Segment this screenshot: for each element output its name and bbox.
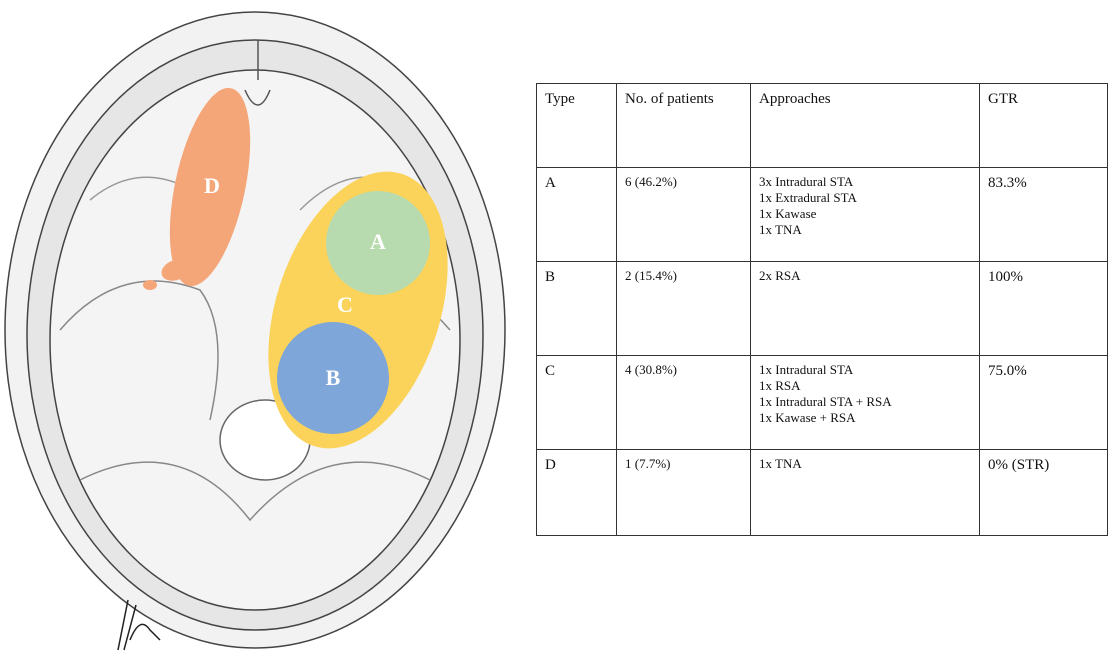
region-d-small [143,280,157,290]
approach-line: 1x Kawase [759,206,971,222]
gtr-cell: 83.3% [980,168,1108,262]
approach-line: 3x Intradural STA [759,174,971,190]
approach-line: 1x Extradural STA [759,190,971,206]
gtr-cell: 0% (STR) [980,450,1108,536]
approach-line: 1x Intradural STA [759,362,971,378]
approach-line: 1x Intradural STA + RSA [759,394,971,410]
patients-cell: 6 (46.2%) [617,168,751,262]
region-label: A [370,229,386,254]
patients-cell: 4 (30.8%) [617,356,751,450]
region-label: B [326,365,341,390]
gtr-cell: 100% [980,262,1108,356]
approaches-cell: 1x TNA [751,450,980,536]
approach-line: 1x TNA [759,222,971,238]
figure: A B C D TypeNo. of patientsApproachesGTR… [0,0,1108,655]
type-cell: A [537,168,617,262]
approach-line: 1x RSA [759,378,971,394]
skull-illustration: A B C D [0,0,520,655]
header-cell: No. of patients [617,84,751,168]
header-cell: GTR [980,84,1108,168]
type-cell: B [537,262,617,356]
approach-line: 1x TNA [759,456,971,472]
header-cell: Approaches [751,84,980,168]
approaches-cell: 2x RSA [751,262,980,356]
type-cell: D [537,450,617,536]
gtr-cell: 75.0% [980,356,1108,450]
approach-line: 2x RSA [759,268,971,284]
type-cell: C [537,356,617,450]
approach-line: 1x Kawase + RSA [759,410,971,426]
patients-cell: 2 (15.4%) [617,262,751,356]
header-cell: Type [537,84,617,168]
patients-cell: 1 (7.7%) [617,450,751,536]
region-label: C [337,292,353,317]
region-label: D [204,173,220,198]
